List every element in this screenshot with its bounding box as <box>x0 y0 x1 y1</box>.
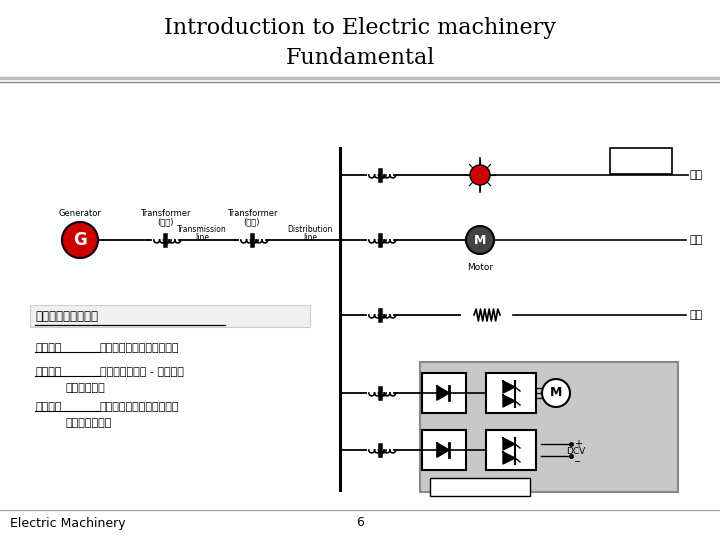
Text: 電熱: 電熱 <box>690 310 703 320</box>
Text: 電力電子設備: 電力電子設備 <box>462 482 498 492</box>
Polygon shape <box>503 438 515 450</box>
Text: 用戶: 用戶 <box>634 156 647 166</box>
Text: 電動機械: 電動機械 <box>35 367 61 377</box>
Text: Generator: Generator <box>58 210 102 219</box>
Text: 6: 6 <box>356 516 364 530</box>
Bar <box>422 430 466 470</box>
Text: ：電力之產生、輸配、應用: ：電力之產生、輸配、應用 <box>100 343 179 353</box>
Text: Transformer: Transformer <box>140 210 190 219</box>
Text: ：以功率半導體元件組裝之: ：以功率半導體元件組裝之 <box>100 402 179 412</box>
Text: 電力電子: 電力電子 <box>35 402 61 412</box>
Bar <box>486 430 536 470</box>
Text: Electric Machinery: Electric Machinery <box>10 516 125 530</box>
Text: 電力系統: 電力系統 <box>35 343 61 353</box>
Text: (升壓): (升壓) <box>157 218 174 226</box>
Text: line: line <box>195 233 209 241</box>
Text: line: line <box>303 233 317 241</box>
Circle shape <box>470 165 490 185</box>
Bar <box>30 305 310 327</box>
Text: M: M <box>474 233 486 246</box>
Bar <box>420 362 678 492</box>
Text: Introduction to Electric machinery: Introduction to Electric machinery <box>164 17 556 39</box>
Bar <box>430 478 530 496</box>
Text: M: M <box>550 387 562 400</box>
Bar <box>610 148 672 174</box>
Polygon shape <box>437 386 449 400</box>
Bar <box>486 373 536 413</box>
Text: Transformer: Transformer <box>227 210 277 219</box>
Bar <box>422 373 466 413</box>
Text: DCV: DCV <box>566 447 585 456</box>
Text: 發電機、馬達: 發電機、馬達 <box>65 383 104 393</box>
Text: 馬達: 馬達 <box>690 235 703 245</box>
Text: Transmission: Transmission <box>177 226 227 234</box>
Text: 接能裝置及系統: 接能裝置及系統 <box>65 418 112 428</box>
Circle shape <box>62 222 98 258</box>
Text: Fundamental: Fundamental <box>285 47 435 69</box>
Text: (降壓): (降壓) <box>244 218 260 226</box>
Text: Motor: Motor <box>467 262 493 272</box>
Circle shape <box>542 379 570 407</box>
Polygon shape <box>503 381 515 393</box>
Text: G: G <box>73 231 87 249</box>
Text: _: _ <box>574 452 579 462</box>
Text: ：電磁設施裝置 - 變壓器、: ：電磁設施裝置 - 變壓器、 <box>100 367 184 377</box>
Circle shape <box>466 226 494 254</box>
Text: 電燈: 電燈 <box>690 170 703 180</box>
Polygon shape <box>503 395 515 407</box>
Text: 電力工程有關領域：: 電力工程有關領域： <box>35 309 98 322</box>
Polygon shape <box>437 443 449 457</box>
Text: Distribution: Distribution <box>287 226 333 234</box>
Text: +: + <box>574 439 582 449</box>
Polygon shape <box>503 452 515 464</box>
